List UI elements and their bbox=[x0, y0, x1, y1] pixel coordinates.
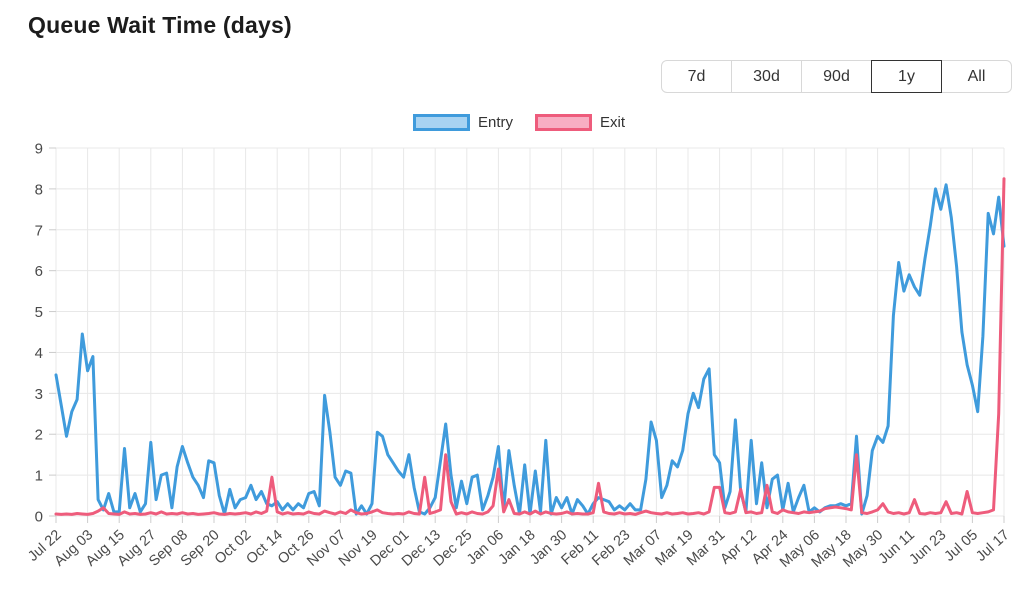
exit-legend-label[interactable]: Exit bbox=[600, 114, 626, 131]
range-button-all[interactable]: All bbox=[941, 60, 1012, 93]
exit-line bbox=[54, 177, 1006, 516]
y-axis-labels: 0 1 2 3 4 5 6 7 8 9 bbox=[35, 141, 43, 526]
axis-ticks bbox=[49, 147, 1005, 523]
svg-text:1: 1 bbox=[35, 468, 43, 485]
svg-text:2: 2 bbox=[35, 427, 43, 444]
svg-text:Jun 23: Jun 23 bbox=[906, 527, 949, 568]
range-button-7d[interactable]: 7d bbox=[661, 60, 732, 93]
exit-legend-swatch[interactable] bbox=[535, 114, 593, 131]
page-title: Queue Wait Time (days) bbox=[28, 12, 292, 38]
svg-text:Jul 05: Jul 05 bbox=[942, 527, 981, 565]
entry-legend-label[interactable]: Entry bbox=[478, 114, 514, 131]
gridlines bbox=[55, 147, 1005, 517]
svg-text:5: 5 bbox=[35, 304, 43, 321]
range-button-1y[interactable]: 1y bbox=[871, 60, 942, 93]
series-lines bbox=[54, 177, 1006, 516]
svg-text:4: 4 bbox=[35, 345, 43, 362]
svg-text:9: 9 bbox=[35, 141, 43, 158]
svg-text:7: 7 bbox=[35, 222, 43, 239]
range-selector: 7d 30d 90d 1y All bbox=[661, 60, 1012, 93]
range-button-90d[interactable]: 90d bbox=[801, 60, 872, 93]
entry-legend-swatch[interactable] bbox=[413, 114, 470, 131]
svg-text:Jul 17: Jul 17 bbox=[973, 527, 1012, 565]
chart-legend: Entry Exit bbox=[413, 114, 625, 131]
svg-text:8: 8 bbox=[35, 181, 43, 198]
svg-text:6: 6 bbox=[35, 263, 43, 280]
svg-text:0: 0 bbox=[35, 509, 43, 526]
svg-text:3: 3 bbox=[35, 386, 43, 403]
